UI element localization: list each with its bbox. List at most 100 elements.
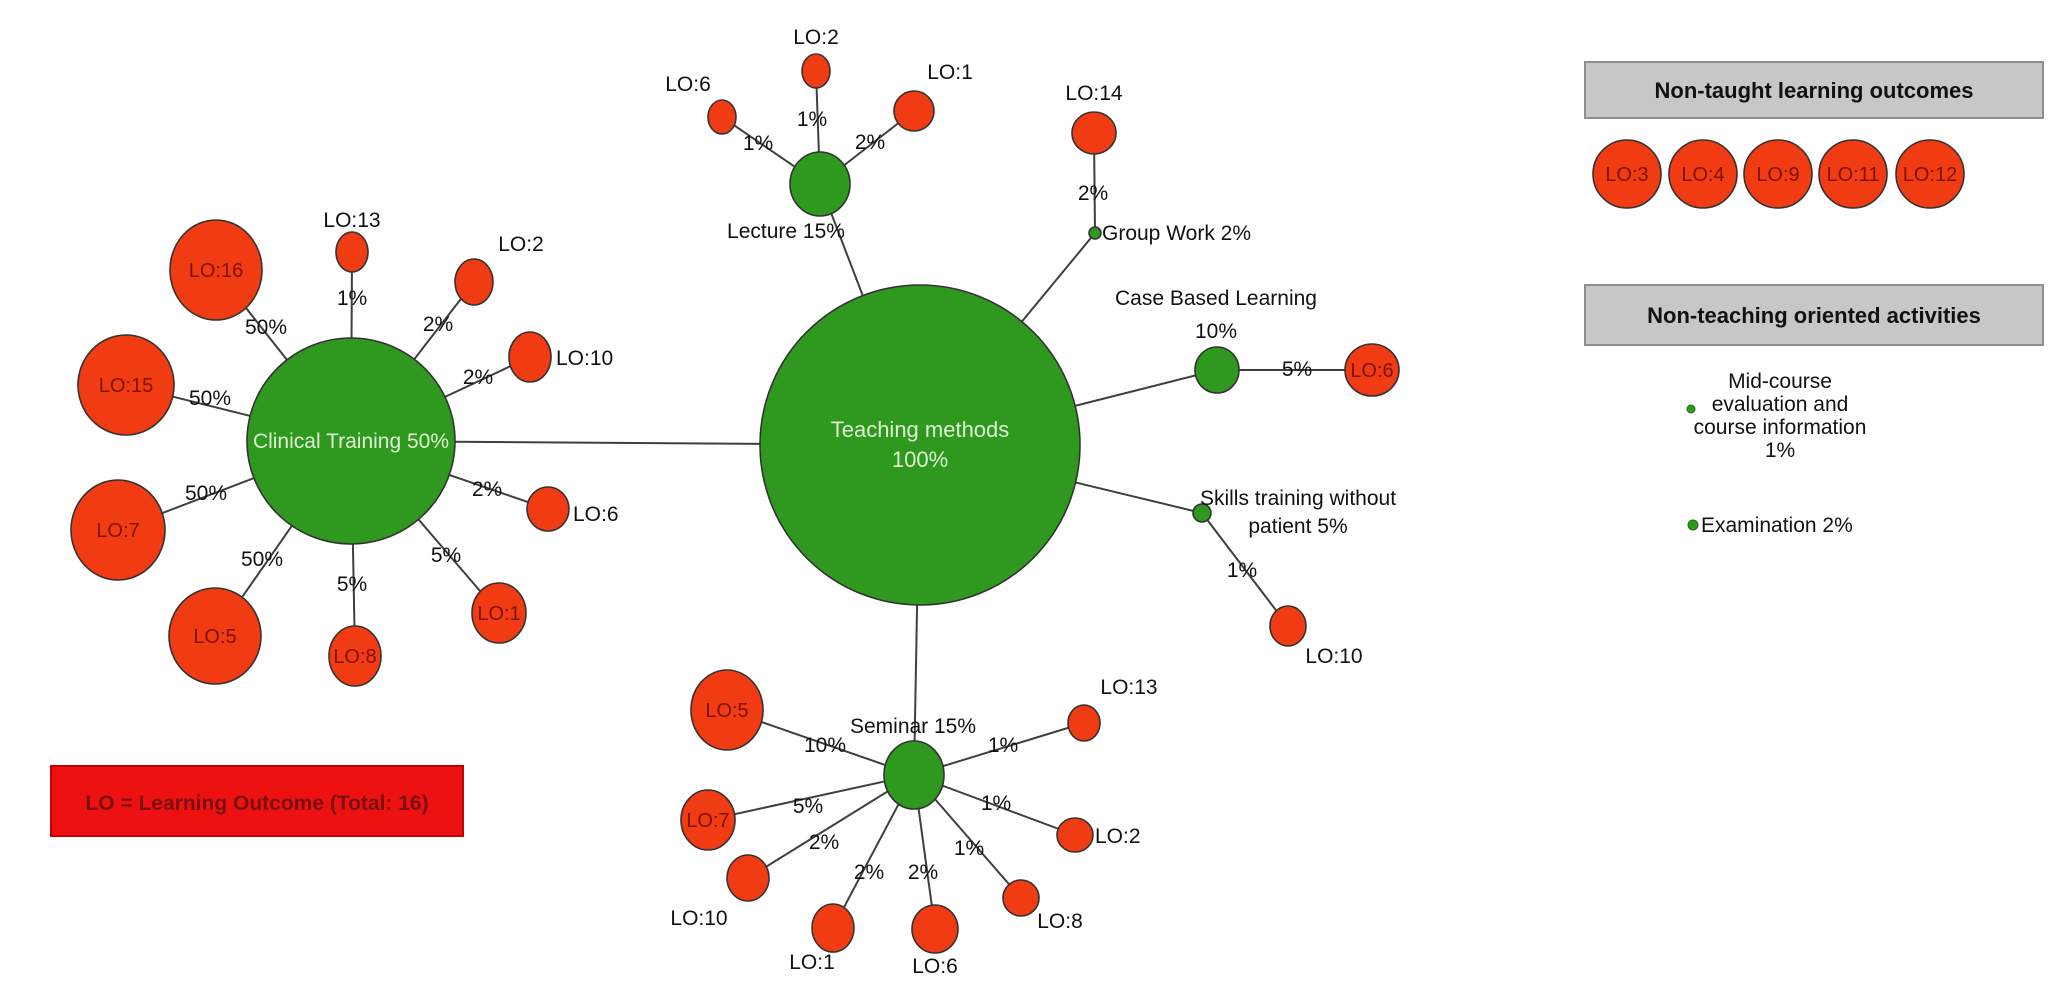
- node-label-l6: LO:6: [665, 73, 711, 96]
- legend-outcome-LO:4: [1668, 139, 1738, 209]
- edge-label-seminar-sm2: 1%: [981, 792, 1011, 815]
- node-label-sm2: LO:2: [1095, 825, 1141, 848]
- edge-label-clinical-c16: 50%: [245, 316, 287, 339]
- edge-label-cbl-cbl6: 5%: [1282, 358, 1312, 381]
- node-label-skills: Skills training without patient 5%: [1200, 487, 1396, 538]
- edge-label-clinical-c10: 2%: [463, 366, 493, 389]
- legend-dot-examination: [1687, 519, 1699, 531]
- edge-label-lecture-l1: 2%: [855, 131, 885, 154]
- edge-skills-s10: [1201, 512, 1289, 627]
- legend-entry-midcourse: Mid-course evaluation and course informati…: [1694, 370, 1867, 462]
- node-label-s10: LO:10: [1305, 645, 1362, 668]
- node-text-sm5: LO:5: [705, 700, 748, 722]
- node-c16: [169, 219, 263, 321]
- node-sm10: [726, 854, 770, 902]
- node-s10: [1269, 605, 1307, 647]
- nodes-layer: Teaching methods 100% Clinical Training 50…: [70, 53, 1400, 954]
- legend-dot-midcourse: [1686, 404, 1696, 414]
- node-cbl6: [1344, 343, 1400, 397]
- edge-seminar-sm7: [707, 774, 915, 821]
- edge-label-seminar-sm6: 2%: [908, 861, 938, 884]
- legend-nonteaching-title: Non-teaching oriented activities: [1647, 303, 1981, 328]
- legend-outcome-LO:12: [1895, 139, 1965, 209]
- node-gw: [1088, 226, 1102, 240]
- legend-nonteaching-box: [1584, 284, 2044, 346]
- note-text: LO = Learning Outcome (Total: 16): [85, 792, 428, 815]
- node-label-c13: LO:13: [323, 209, 380, 232]
- node-label-sm1: LO:1: [789, 951, 835, 974]
- node-text-c5: LO:5: [193, 626, 236, 648]
- node-sm6: [911, 904, 959, 954]
- legend-nonteaching-entries: Mid-course evaluation and course informati…: [1686, 370, 1867, 537]
- node-lecture: [789, 151, 851, 217]
- node-label-gw: Group Work 2%: [1102, 222, 1251, 245]
- node-text-teaching: Teaching methods 100%: [831, 417, 1010, 472]
- node-l6: [707, 99, 737, 135]
- node-sm13: [1067, 704, 1101, 742]
- node-text-c15: LO:15: [99, 375, 153, 397]
- node-skills: [1192, 503, 1212, 523]
- node-l1: [893, 90, 935, 132]
- edge-label-clinical-c8: 5%: [337, 573, 367, 596]
- node-c5: [168, 587, 262, 685]
- node-c8: [328, 625, 382, 687]
- node-sm5: [690, 669, 764, 751]
- edge-label-clinical-c15: 50%: [189, 387, 231, 410]
- node-label-sm10: LO:10: [670, 907, 727, 930]
- node-c1: [471, 582, 527, 644]
- edge-label-clinical-c7: 50%: [185, 482, 227, 505]
- node-text-c1: LO:1: [477, 603, 520, 625]
- edge-label-clinical-c1: 5%: [431, 544, 461, 567]
- legend-outcome-LO:3: [1592, 139, 1662, 209]
- node-label-cbl: Case Based Learning 10%: [1115, 287, 1317, 343]
- edge-label-gw-gw14: 2%: [1078, 182, 1108, 205]
- node-label-sm6: LO:6: [912, 955, 958, 978]
- node-c15: [77, 334, 175, 436]
- node-teaching: [759, 284, 1081, 606]
- legend-nontaught-items: LO:3 LO:4 LO:9 LO:11 LO:12: [1592, 139, 1965, 209]
- edge-label-seminar-sm8: 1%: [954, 837, 984, 860]
- node-cbl: [1194, 346, 1240, 394]
- node-label-sm13: LO:13: [1100, 676, 1157, 699]
- node-text-sm7: LO:7: [686, 810, 729, 832]
- edge-seminar-sm10: [747, 774, 915, 879]
- node-clinical: [246, 337, 456, 545]
- edge-label-skills-s10: 1%: [1227, 559, 1257, 582]
- edge-label-clinical-c5: 50%: [241, 548, 283, 571]
- legend-outcome-text-LO:4: LO:4: [1681, 164, 1724, 186]
- edge-label-lecture-l6: 1%: [743, 132, 773, 155]
- node-text-clinical: Clinical Training 50%: [253, 430, 449, 453]
- legend-nontaught-title: Non-taught learning outcomes: [1655, 78, 1974, 103]
- node-label-gw14: LO:14: [1065, 82, 1123, 105]
- node-seminar: [883, 740, 945, 810]
- node-sm1: [811, 903, 855, 953]
- edge-label-seminar-sm7: 5%: [793, 795, 823, 818]
- node-text-c7: LO:7: [96, 520, 139, 542]
- edge-label-seminar-sm10: 2%: [809, 831, 839, 854]
- node-sm7: [680, 789, 736, 851]
- node-gw14: [1071, 111, 1117, 155]
- node-text-cbl6: LO:6: [1350, 360, 1393, 382]
- edge-label-clinical-c2: 2%: [423, 313, 453, 336]
- node-label-l2: LO:2: [793, 26, 839, 49]
- edge-label-seminar-sm13: 1%: [988, 734, 1018, 757]
- legend-outcome-LO:9: [1743, 139, 1813, 209]
- node-label-lecture: Lecture 15%: [727, 220, 845, 243]
- node-text-c16: LO:16: [189, 260, 243, 282]
- node-label-sm8: LO:8: [1037, 910, 1083, 933]
- node-label-l1: LO:1: [927, 61, 973, 84]
- legend-nontaught-box: [1584, 61, 2044, 119]
- node-sm8: [1002, 879, 1040, 917]
- node-label-seminar: Seminar 15%: [850, 715, 976, 738]
- node-label-c2: LO:2: [498, 233, 544, 256]
- legend-entry-examination: Examination 2%: [1701, 514, 1853, 537]
- labels-layer: 50% 1% 2% 2% 50% 50% 50% 5% 5% 2% 1% 1% 2% 2% 5% 1% 10% 5…: [185, 26, 1396, 978]
- edge-label-lecture-l2: 1%: [797, 108, 827, 131]
- legend-outcome-text-LO:9: LO:9: [1756, 164, 1799, 186]
- node-c10: [508, 331, 552, 383]
- node-sm2: [1056, 817, 1094, 853]
- legend-outcome-text-LO:11: LO:11: [1827, 164, 1880, 186]
- edge-label-clinical-c6: 2%: [472, 478, 502, 501]
